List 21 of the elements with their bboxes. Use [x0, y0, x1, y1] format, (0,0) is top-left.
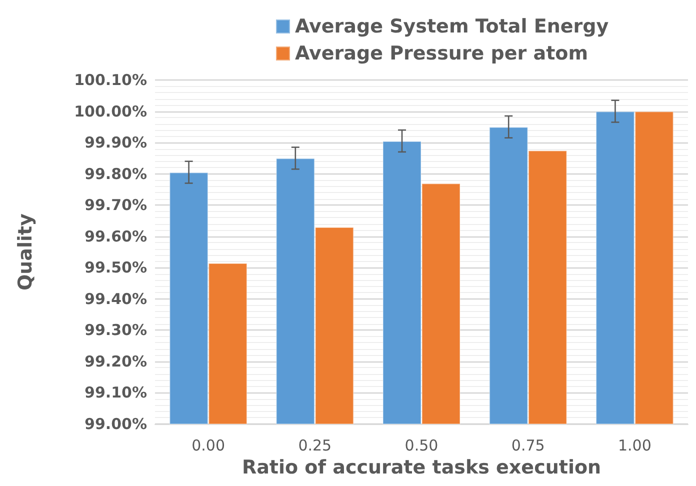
y-tick-label: 99.00%	[84, 415, 147, 433]
legend-label: Average Pressure per atom	[295, 42, 588, 64]
x-tick-label: 0.25	[298, 436, 332, 454]
y-tick-label: 99.70%	[84, 196, 147, 214]
x-axis-title: Ratio of accurate tasks execution	[242, 456, 602, 478]
y-tick-label: 99.50%	[84, 258, 147, 277]
x-tick-label: 1.00	[618, 436, 652, 454]
y-tick-label: 99.30%	[84, 321, 147, 340]
legend-label: Average System Total Energy	[295, 16, 610, 38]
y-tick-label: 99.10%	[84, 384, 147, 402]
x-tick-label: 0.75	[511, 436, 545, 454]
y-tick-label: 99.20%	[84, 352, 147, 370]
x-tick-label: 0.00	[192, 436, 226, 454]
y-tick-label: 99.80%	[84, 164, 147, 183]
x-tick-label: 0.50	[404, 436, 438, 454]
y-tick-label: 100.00%	[74, 102, 147, 120]
y-tick-label: 100.10%	[74, 71, 147, 89]
y-tick-label: 99.60%	[84, 227, 147, 246]
y-tick-label: 99.90%	[84, 134, 147, 152]
y-axis-title: Quality	[14, 212, 36, 290]
y-tick-label: 99.40%	[84, 290, 147, 308]
